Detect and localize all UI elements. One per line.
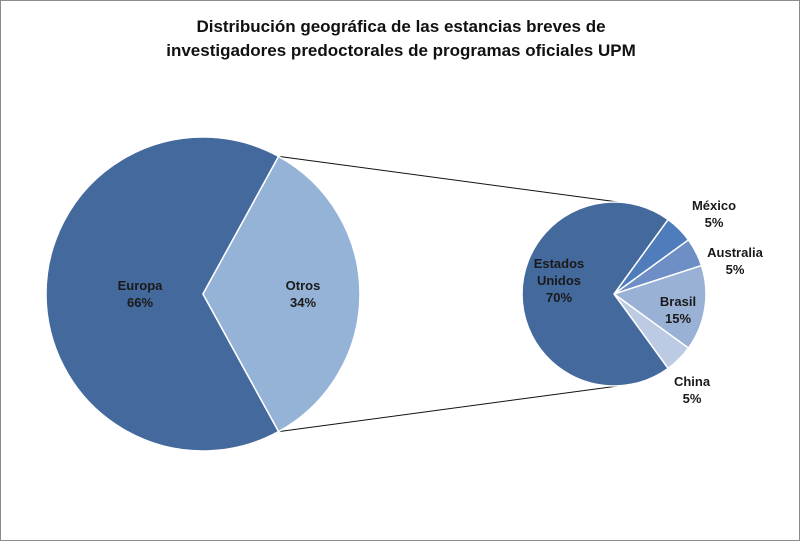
- label-china: China 5%: [674, 374, 711, 406]
- slice-otros: [202, 155, 361, 433]
- slice-europa: [45, 136, 280, 452]
- slice-estados-unidos: [521, 201, 670, 387]
- chart-title: Distribución geográfica de las estancias…: [1, 15, 799, 63]
- label-europa: Europa 66%: [118, 278, 164, 310]
- connector-line-top: [278, 155, 619, 203]
- label-otros: Otros 34%: [286, 278, 321, 310]
- label-australia: Australia 5%: [707, 245, 763, 277]
- connector-line-bottom: [278, 385, 619, 433]
- chart-title-line-1: Distribución geográfica de las estancias…: [196, 17, 606, 36]
- label-brasil: Brasil 15%: [660, 294, 696, 326]
- chart-title-line-2: investigadores predoctorales de programa…: [166, 41, 636, 60]
- slice-brasil: [612, 264, 707, 350]
- label-estados-unidos: Estados Unidos 70%: [534, 256, 585, 305]
- label-méxico: México 5%: [692, 198, 736, 230]
